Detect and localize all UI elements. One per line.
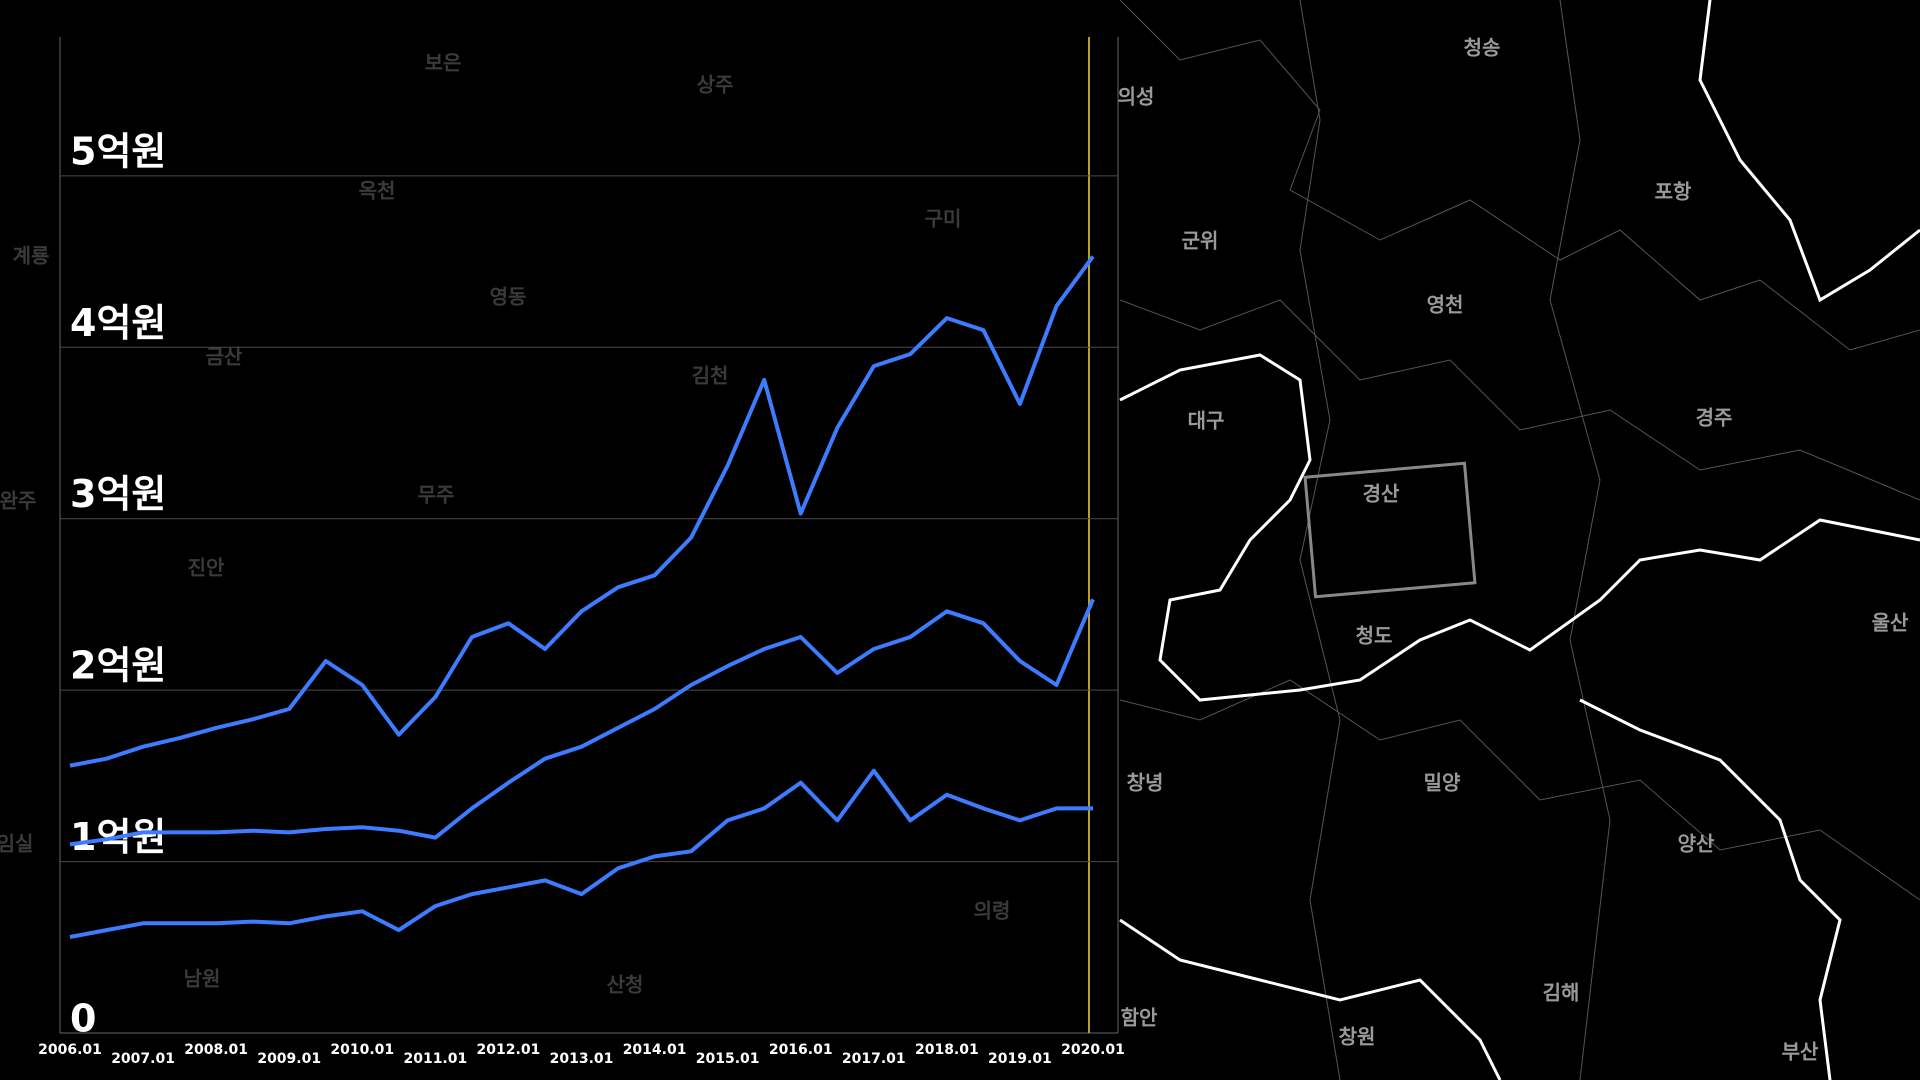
province-boundary	[1119, 918, 1502, 1080]
boundary	[1299, 0, 1341, 1080]
map-label: 청도	[1356, 624, 1393, 648]
line-series	[69, 598, 1095, 847]
map-label: 옥천	[359, 179, 396, 203]
x-tick-label: 2017.01	[842, 1051, 906, 1067]
map-label: 청송	[1464, 36, 1501, 60]
x-tick-label: 2011.01	[403, 1051, 467, 1067]
map-label: 영천	[1427, 293, 1464, 317]
x-tick-label: 2019.01	[988, 1051, 1052, 1067]
map-label: 금산	[206, 345, 243, 369]
x-tick-label: 2014.01	[623, 1042, 687, 1058]
map-label: 임실	[0, 832, 33, 856]
x-tick-label: 2007.01	[111, 1051, 175, 1067]
map-label: 울산	[1872, 611, 1909, 635]
x-tick-label: 2006.01	[38, 1042, 102, 1058]
map-label: 군위	[1182, 229, 1219, 253]
province-boundaries	[1119, 0, 1920, 1080]
map-label: 완주	[0, 489, 36, 513]
plot: 01억원2억원3억원4억원5억원2006.012007.012008.01200…	[38, 129, 1125, 1067]
province-boundary	[1698, 0, 1920, 303]
map-boundaries	[1119, 0, 1920, 1080]
line-series	[69, 768, 1093, 939]
chart-panel	[60, 37, 1118, 1033]
map-label: 의령	[974, 899, 1011, 923]
map-label: 계룡	[13, 244, 50, 268]
selection-box	[1303, 461, 1477, 599]
map-label: 남원	[184, 967, 221, 991]
map-label: 산청	[607, 973, 644, 997]
x-tick-label: 2018.01	[915, 1042, 979, 1058]
x-tick-label: 2013.01	[550, 1051, 614, 1067]
boundary	[1549, 0, 1611, 1080]
province-boundary	[1119, 353, 1920, 702]
map-label: 창녕	[1127, 771, 1164, 795]
map-label: 김천	[692, 364, 729, 388]
map-label: 포항	[1655, 180, 1692, 204]
map-label: 창원	[1339, 1025, 1376, 1049]
x-tick-label: 2012.01	[477, 1042, 541, 1058]
map-label: 보은	[425, 51, 462, 75]
map-label: 함안	[1121, 1006, 1158, 1030]
y-tick-label: 4억원	[70, 301, 166, 345]
x-tick-label: 2016.01	[769, 1042, 833, 1058]
map-label: 영동	[490, 285, 527, 309]
x-tick-label: 2008.01	[184, 1042, 248, 1058]
map-label: 진안	[188, 556, 225, 580]
y-tick-label: 3억원	[70, 472, 166, 516]
map-label: 김해	[1543, 981, 1580, 1005]
y-tick-label: 5억원	[70, 129, 166, 173]
y-tick-label: 0	[70, 997, 96, 1041]
map-label: 대구	[1188, 409, 1225, 433]
map-label: 경주	[1696, 406, 1733, 430]
map-label: 의성	[1118, 85, 1155, 109]
x-tick-label: 2020.01	[1061, 1042, 1125, 1058]
boundary	[1119, 0, 1920, 351]
x-tick-label: 2015.01	[696, 1051, 760, 1067]
province-boundary	[1579, 698, 1842, 1080]
boundary	[1119, 679, 1920, 901]
line-series	[69, 255, 1095, 768]
x-tick-label: 2009.01	[257, 1051, 321, 1067]
map-label: 밀양	[1424, 771, 1461, 795]
map-label: 상주	[697, 73, 734, 97]
x-tick-label: 2010.01	[330, 1042, 394, 1058]
map-label: 부산	[1782, 1040, 1819, 1064]
map-label: 경산	[1363, 482, 1400, 506]
boundary	[1119, 299, 1920, 501]
y-tick-label: 2억원	[70, 644, 166, 688]
map-label: 무주	[418, 483, 455, 507]
map-label: 구미	[925, 207, 962, 231]
map-label: 양산	[1678, 832, 1715, 856]
